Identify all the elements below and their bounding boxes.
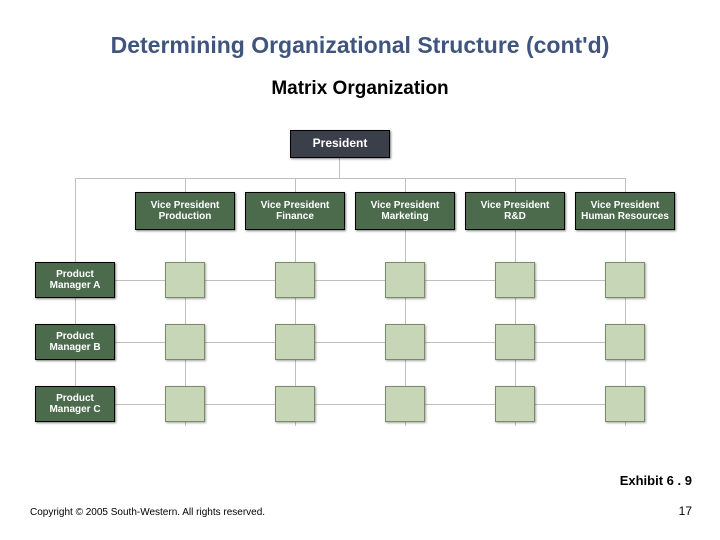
pm-box-0: ProductManager A [35, 262, 115, 298]
connector-line [625, 178, 626, 192]
connector-line [75, 404, 635, 405]
pm-box-1: ProductManager B [35, 324, 115, 360]
connector-line [75, 178, 186, 179]
matrix-cell [275, 324, 315, 360]
pm-box-2: ProductManager C [35, 386, 115, 422]
connector-line [185, 178, 186, 192]
connector-line [295, 178, 296, 192]
matrix-cell [165, 324, 205, 360]
slide-root: Determining Organizational Structure (co… [0, 0, 720, 540]
vp-box-2: Vice PresidentMarketing [355, 192, 455, 230]
vp-box-4: Vice PresidentHuman Resources [575, 192, 675, 230]
exhibit-dot: . [678, 473, 682, 488]
matrix-cell [165, 262, 205, 298]
exhibit-prefix: Exhibit 6 [620, 473, 674, 488]
matrix-cell [385, 386, 425, 422]
exhibit-number: 9 [685, 473, 692, 488]
matrix-cell [605, 324, 645, 360]
connector-line [515, 178, 516, 192]
connector-line [75, 280, 635, 281]
exhibit-label: Exhibit 6 . 9 [620, 473, 692, 488]
matrix-cell [495, 262, 535, 298]
matrix-cell [495, 386, 535, 422]
vp-box-0: Vice PresidentProduction [135, 192, 235, 230]
matrix-cell [385, 324, 425, 360]
president-box: President [290, 130, 390, 158]
matrix-cell [275, 386, 315, 422]
matrix-cell [385, 262, 425, 298]
vp-box-1: Vice PresidentFinance [245, 192, 345, 230]
page-number: 17 [679, 504, 692, 518]
slide-title: Determining Organizational Structure (co… [0, 32, 720, 59]
slide-subtitle: Matrix Organization [0, 78, 720, 100]
matrix-cell [275, 262, 315, 298]
matrix-cell [605, 262, 645, 298]
connector-line [405, 178, 406, 192]
connector-line [75, 342, 635, 343]
matrix-cell [165, 386, 205, 422]
connector-line [339, 158, 340, 178]
vp-box-3: Vice PresidentR&D [465, 192, 565, 230]
matrix-cell [605, 386, 645, 422]
matrix-org-diagram: President Vice PresidentProduction Vice Pr… [35, 120, 685, 445]
matrix-cell [495, 324, 535, 360]
copyright-line: Copyright © 2005 South-Western. All righ… [30, 507, 265, 518]
